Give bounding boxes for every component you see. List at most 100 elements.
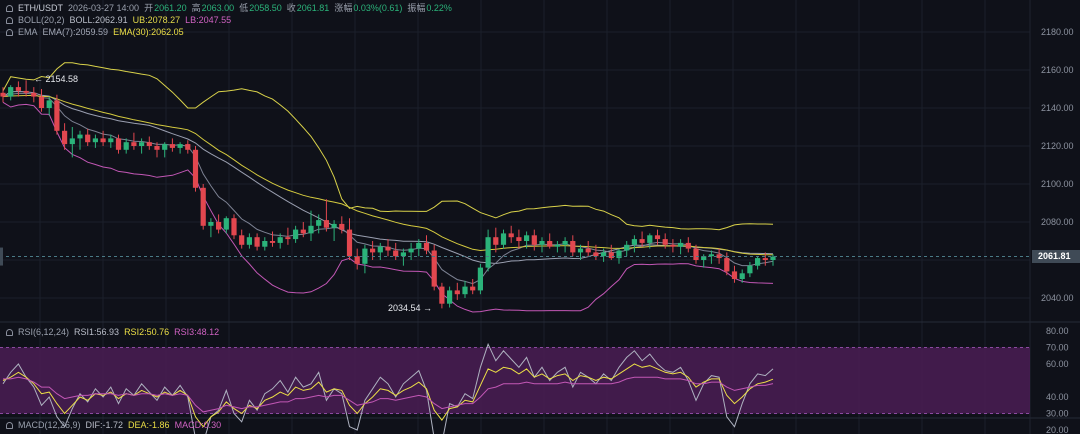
- bell-icon[interactable]: [6, 329, 13, 336]
- candle-body: [323, 220, 329, 228]
- rsi-legend: RSI(6,12,24) RSI1:56.93 RSI2:50.76 RSI3:48.…: [6, 326, 224, 338]
- candle-body: [477, 267, 483, 291]
- candle-body: [585, 248, 591, 253]
- candle-body: [408, 248, 414, 253]
- candle-body: [731, 271, 738, 279]
- candle-body: [570, 241, 576, 253]
- candle-body: [285, 237, 291, 240]
- candle-body: [331, 223, 337, 228]
- candle-body: [62, 130, 68, 145]
- candle-body: [747, 265, 753, 274]
- bell-icon[interactable]: [6, 5, 13, 12]
- candle-body: [231, 218, 237, 236]
- candle-body: [554, 244, 560, 247]
- price-tick-label: 2120.00: [1041, 141, 1074, 151]
- boll-lower-line: [2, 101, 774, 313]
- ema7-value: EMA(7):2059.59: [42, 27, 109, 37]
- change-value: 0.03%(0.61): [353, 3, 403, 13]
- macd-value: MACD:0.30: [174, 420, 222, 430]
- candle-body: [447, 290, 453, 304]
- candle-body: [593, 252, 599, 257]
- candle-body: [616, 250, 622, 259]
- candle-body: [393, 250, 399, 257]
- price-tick-label: 2100.00: [1041, 179, 1074, 189]
- price-tick-label: 2180.00: [1041, 27, 1074, 37]
- candle-body: [439, 286, 445, 304]
- candle-body: [339, 223, 345, 230]
- candle-body: [77, 134, 83, 139]
- macd-legend: MACD(12,26,9) DIF:-1.72 DEA:-1.86 MACD:0.30: [6, 419, 226, 431]
- candle-body: [601, 252, 607, 257]
- candle-body: [701, 256, 707, 260]
- dea-value: DEA:-1.86: [128, 420, 170, 430]
- candle-body: [608, 252, 614, 259]
- rsi3-value: RSI3:48.12: [174, 327, 220, 337]
- candle-body: [762, 258, 768, 260]
- candle-body: [123, 142, 129, 150]
- price-tick-label: 2160.00: [1041, 65, 1074, 75]
- boll-legend: BOLL(20,2) BOLL:2062.91 UB:2078.27 LB:2047.…: [6, 14, 236, 26]
- low-price-marker: 2034.54 →: [388, 303, 433, 313]
- candle-body: [508, 233, 514, 238]
- candle-body: [223, 218, 229, 230]
- candle-body: [54, 100, 60, 131]
- candle-body: [562, 241, 568, 245]
- candle-body: [92, 138, 98, 143]
- candle-body: [362, 248, 368, 264]
- candle-body: [308, 225, 314, 234]
- candle-body: [216, 222, 222, 230]
- rsi-tick-label: 20.00: [1046, 425, 1069, 434]
- pair-label: ETH/USDT: [18, 3, 63, 13]
- rsi-line-rsi1: [2, 342, 774, 434]
- candle-body: [770, 256, 776, 260]
- bell-icon[interactable]: [6, 29, 13, 36]
- candle-body: [346, 229, 353, 257]
- rsi-tick-label: 60.00: [1046, 359, 1069, 369]
- candle-body: [516, 237, 522, 241]
- bell-icon[interactable]: [6, 422, 13, 429]
- candle-body: [639, 239, 645, 243]
- price-tick-label: 2040.00: [1041, 293, 1074, 303]
- candle-body: [154, 146, 160, 150]
- rsi-tick-label: 70.00: [1046, 343, 1069, 353]
- close-value: 2061.81: [296, 3, 330, 13]
- candle-body: [370, 248, 376, 253]
- candle-body: [246, 237, 252, 245]
- candle-body: [470, 286, 476, 291]
- candle-body: [670, 244, 676, 247]
- boll-mid: BOLL:2062.91: [69, 15, 128, 25]
- candle-body: [423, 242, 430, 251]
- candle-body: [277, 237, 283, 243]
- candle-body: [146, 142, 152, 146]
- ema-legend: EMA EMA(7):2059.59 EMA(30):2062.05: [6, 26, 189, 38]
- candle-body: [269, 241, 276, 243]
- bell-icon[interactable]: [6, 17, 13, 24]
- candle-body: [239, 235, 245, 245]
- candle-body: [15, 87, 21, 91]
- candle-body: [654, 235, 661, 240]
- boll-name: BOLL(20,2): [18, 15, 65, 25]
- rsi-tick-label: 40.00: [1046, 392, 1069, 402]
- rsi-tick-label: 80.00: [1046, 326, 1069, 336]
- candle-body: [46, 100, 52, 108]
- candle-body: [293, 229, 299, 240]
- candle-body: [524, 235, 530, 241]
- candle-body: [693, 248, 699, 260]
- price-tick-label: 2080.00: [1041, 217, 1074, 227]
- bar-time: 2026-03-27 14:00: [68, 3, 140, 13]
- candle-body: [716, 254, 722, 259]
- ema-name: EMA: [18, 27, 38, 37]
- candle-body: [454, 290, 460, 295]
- current-price-tag: 2061.81: [1032, 250, 1080, 264]
- dif-value: DIF:-1.72: [85, 420, 124, 430]
- price-legend: ETH/USDT 2026-03-27 14:00 开2061.20 高2063.00…: [6, 2, 457, 14]
- boll-ub: UB:2078.27: [132, 15, 181, 25]
- candle-body: [316, 220, 322, 226]
- candle-body: [108, 138, 114, 143]
- ema30-value: EMA(30):2062.05: [113, 27, 184, 37]
- amplitude-value: 0.22%: [426, 3, 452, 13]
- candle-body: [38, 96, 45, 108]
- candle-body: [685, 242, 691, 249]
